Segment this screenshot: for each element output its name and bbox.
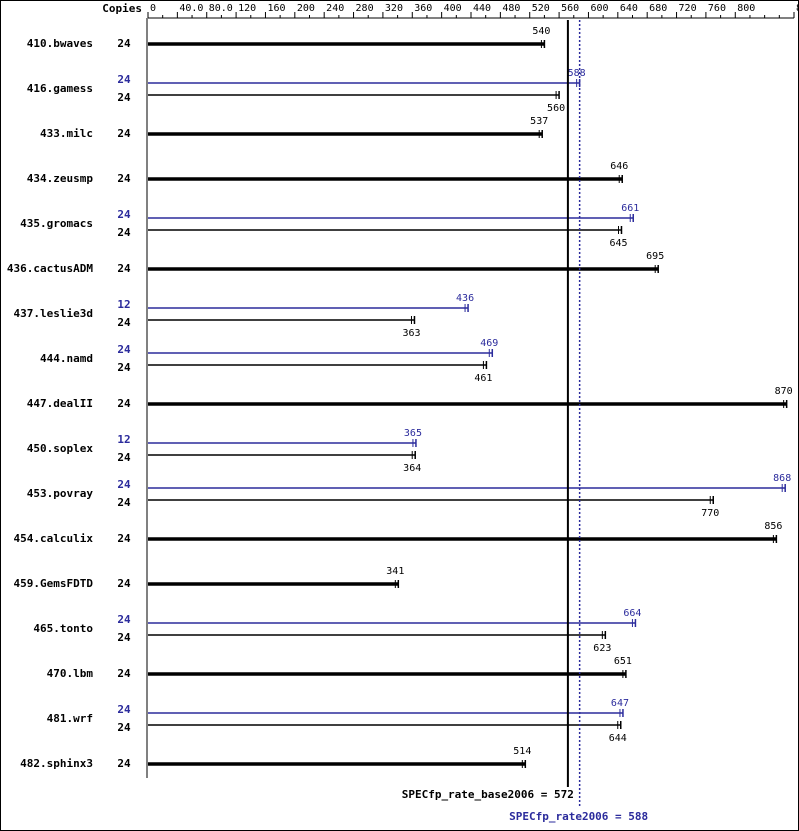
value-label: 365 <box>404 428 422 439</box>
copies: 12 <box>117 298 130 311</box>
copies: 24 <box>117 361 131 374</box>
copies: 24 <box>117 208 131 221</box>
benchmark-label: 433.milc <box>40 127 93 140</box>
value-label: 661 <box>621 203 639 214</box>
value-label: 868 <box>773 473 791 484</box>
x-tick-label: 720 <box>679 3 697 14</box>
copies: 24 <box>117 478 131 491</box>
benchmark-label: 450.soplex <box>27 442 94 455</box>
value-label: 540 <box>532 26 550 37</box>
x-tick-label: 640 <box>620 3 638 14</box>
x-tick-label: 560 <box>561 3 579 14</box>
x-tick-label: 480 <box>502 3 520 14</box>
benchmark-label: 437.leslie3d <box>14 307 93 320</box>
value-label: 646 <box>610 161 628 172</box>
copies: 24 <box>117 631 131 644</box>
benchmark-label: 434.zeusmp <box>27 172 94 185</box>
value-label: 461 <box>474 373 492 384</box>
x-tick-label: 200 <box>297 3 315 14</box>
benchmark-label: 481.wrf <box>47 712 93 725</box>
peak-summary-label: SPECfp_rate2006 = 588 <box>509 810 648 823</box>
value-label: 664 <box>623 608 641 619</box>
value-label: 588 <box>568 68 586 79</box>
value-label: 364 <box>403 463 421 474</box>
copies: 24 <box>117 37 131 50</box>
copies: 24 <box>117 343 131 356</box>
value-label: 770 <box>701 508 719 519</box>
copies: 24 <box>117 721 131 734</box>
benchmark-label: 416.gamess <box>27 82 93 95</box>
benchmark-label: 470.lbm <box>47 667 94 680</box>
benchmark-label: 453.povray <box>27 487 94 500</box>
x-tick-label: 120 <box>238 3 256 14</box>
benchmark-label: 482.sphinx3 <box>20 757 93 770</box>
benchmark-label: 436.cactusADM <box>7 262 93 275</box>
value-label: 469 <box>480 338 498 349</box>
base-summary-label: SPECfp_rate_base2006 = 572 <box>402 788 574 801</box>
x-tick-label: 760 <box>708 3 726 14</box>
copies: 24 <box>117 496 131 509</box>
benchmark-label: 410.bwaves <box>27 37 93 50</box>
value-label: 856 <box>764 521 782 532</box>
benchmark-label: 465.tonto <box>33 622 93 635</box>
copies: 24 <box>117 127 131 140</box>
x-tick-label: 440 <box>473 3 491 14</box>
x-tick-label: 0 <box>150 3 156 14</box>
copies: 24 <box>117 172 131 185</box>
benchmark-label: 454.calculix <box>14 532 94 545</box>
x-tick-label: 880 <box>796 3 799 14</box>
x-tick-label: 520 <box>532 3 550 14</box>
value-label: 537 <box>530 116 548 127</box>
x-tick-label: 800 <box>737 3 755 14</box>
x-tick-label: 240 <box>326 3 344 14</box>
value-label: 651 <box>614 656 632 667</box>
copies: 24 <box>117 667 131 680</box>
copies: 24 <box>117 316 131 329</box>
value-label: 695 <box>646 251 664 262</box>
x-tick-label: 160 <box>267 3 285 14</box>
copies: 24 <box>117 703 131 716</box>
copies-header: Copies <box>102 2 142 15</box>
value-label: 514 <box>513 746 531 757</box>
copies: 24 <box>117 73 131 86</box>
benchmark-label: 447.dealII <box>27 397 93 410</box>
x-tick-label: 280 <box>356 3 374 14</box>
x-tick-label: 600 <box>590 3 608 14</box>
x-tick-label: 80.0 <box>209 3 233 14</box>
value-label: 647 <box>611 698 629 709</box>
x-tick-label: 400 <box>444 3 462 14</box>
copies: 24 <box>117 262 131 275</box>
copies: 12 <box>117 433 130 446</box>
value-label: 644 <box>609 733 627 744</box>
copies: 24 <box>117 397 131 410</box>
copies: 24 <box>117 226 131 239</box>
value-label: 560 <box>547 103 565 114</box>
benchmark-label: 459.GemsFDTD <box>14 577 94 590</box>
x-tick-label: 360 <box>414 3 432 14</box>
benchmark-label: 444.namd <box>40 352 93 365</box>
copies: 24 <box>117 91 131 104</box>
copies: 24 <box>117 577 131 590</box>
benchmark-label: 435.gromacs <box>20 217 93 230</box>
value-label: 645 <box>609 238 627 249</box>
value-label: 363 <box>402 328 420 339</box>
value-label: 341 <box>386 566 404 577</box>
x-tick-label: 320 <box>385 3 403 14</box>
value-label: 870 <box>775 386 793 397</box>
copies: 24 <box>117 613 131 626</box>
x-tick-label: 40.0 <box>179 3 203 14</box>
value-label: 436 <box>456 293 474 304</box>
value-label: 623 <box>593 643 611 654</box>
copies: 24 <box>117 757 131 770</box>
copies: 24 <box>117 451 131 464</box>
x-tick-label: 680 <box>649 3 667 14</box>
copies: 24 <box>117 532 131 545</box>
